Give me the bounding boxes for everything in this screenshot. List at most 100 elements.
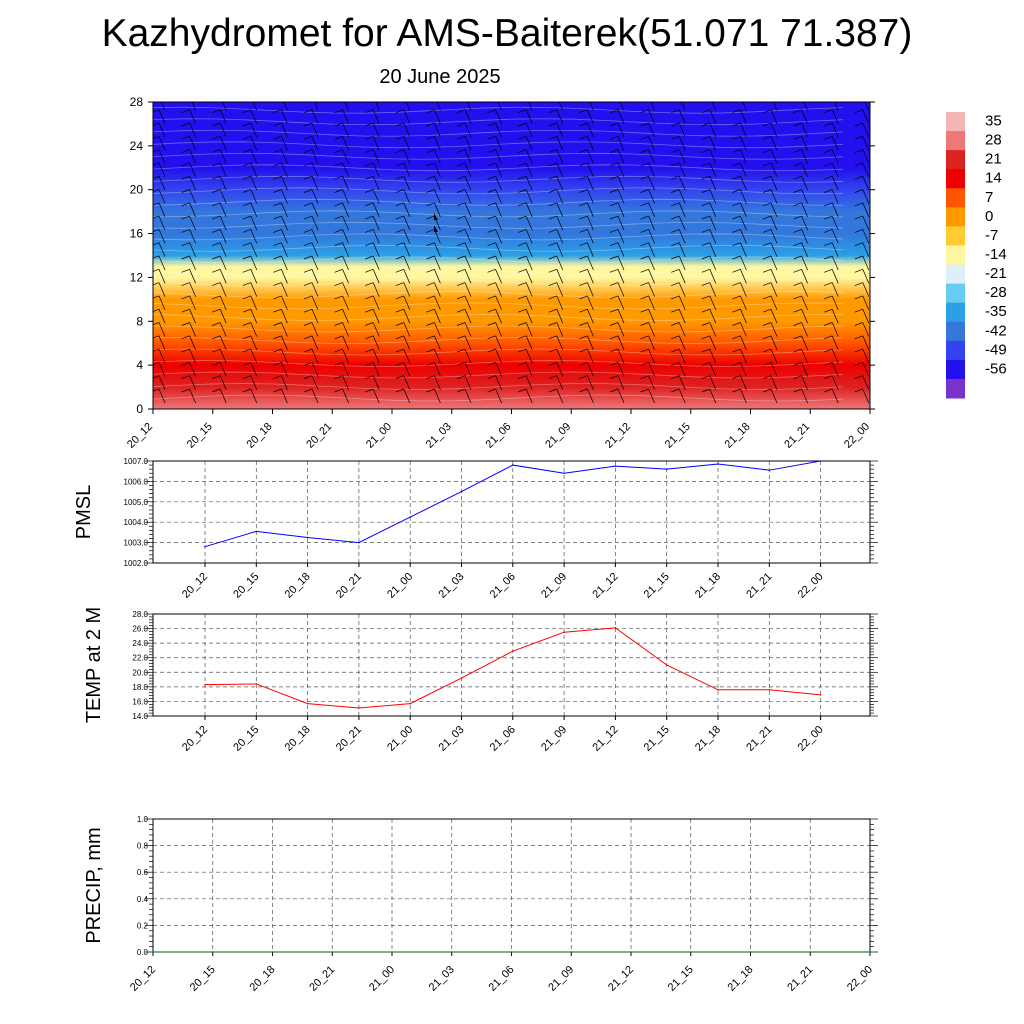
wind-barb (365, 175, 380, 191)
wind-barb (518, 175, 533, 191)
wind-barb (212, 375, 227, 390)
wind-barb (273, 362, 288, 377)
wind-barb (854, 308, 870, 324)
wind-barb (242, 242, 258, 257)
wind-barb (314, 102, 319, 111)
wind-barb (334, 268, 349, 284)
wind-barb (640, 175, 655, 191)
wind-barb (854, 282, 870, 297)
wind-barb (436, 102, 441, 111)
wind-barb (426, 109, 441, 124)
wind-barb (212, 348, 227, 364)
wind-barb (212, 229, 227, 244)
wind-barb (854, 348, 870, 364)
wind-barb (824, 335, 839, 350)
wind-barb (181, 122, 196, 138)
wind-barb (548, 189, 564, 204)
wind-barb (640, 282, 655, 297)
wind-barb (395, 388, 411, 404)
wind-barb (701, 215, 717, 231)
x-tick-label: 21_18 (693, 571, 723, 601)
wind-barb (242, 135, 258, 151)
wind-barb (283, 102, 288, 111)
x-tick-label: 21_09 (546, 964, 576, 994)
data-point (306, 536, 309, 539)
wind-barb (153, 295, 166, 311)
contour-line (153, 233, 844, 241)
wind-barb (181, 189, 196, 204)
wind-barb (334, 242, 349, 257)
data-point (306, 702, 309, 705)
wind-barb (212, 135, 227, 151)
x-tick-label: 21_09 (539, 724, 569, 754)
wind-barb (854, 255, 870, 271)
wind-barb (854, 109, 870, 124)
wind-barb (732, 189, 747, 204)
wind-barb (548, 322, 564, 337)
wind-barb (732, 162, 747, 178)
wind-barb (732, 388, 747, 404)
y-tick-label: 28 (130, 95, 144, 109)
wind-barb (793, 229, 808, 244)
wind-barb (181, 348, 196, 364)
y-tick-label: 1004.0 (124, 518, 149, 527)
wind-barb (487, 109, 502, 124)
data-point (391, 951, 393, 953)
wind-barb (793, 268, 808, 284)
wind-barb (824, 215, 839, 231)
x-tick-label: 21_06 (484, 421, 514, 451)
contour-line (153, 152, 844, 160)
wind-barb (609, 149, 625, 164)
data-point (809, 951, 812, 953)
wind-barb (579, 215, 594, 231)
wind-barb (334, 322, 349, 337)
wind-barb (762, 348, 778, 364)
wind-barb (609, 282, 625, 297)
wind-barb (303, 268, 319, 284)
wind-barb (773, 102, 778, 111)
wind-barb (528, 102, 533, 111)
wind-barb (242, 175, 258, 191)
x-tick-label: 20_21 (334, 724, 364, 754)
wind-barb (487, 189, 502, 204)
wind-barb (395, 215, 411, 231)
wind-barb (153, 149, 166, 164)
wind-barb (518, 189, 533, 204)
data-point (614, 627, 617, 629)
wind-barb (640, 162, 655, 178)
wind-barb (334, 295, 349, 311)
wind-barb (456, 268, 472, 284)
wind-barb (456, 109, 472, 124)
wind-barb (579, 268, 594, 284)
wind-barb (671, 268, 686, 284)
wind-barb (854, 322, 870, 337)
wind-barb (181, 375, 196, 390)
wind-barb (487, 348, 502, 364)
wind-barb (793, 362, 808, 377)
y-tick-label: 0.0 (137, 948, 149, 957)
data-point (717, 688, 719, 691)
wind-barb (518, 282, 533, 297)
contour-line (153, 371, 844, 379)
wind-barb (548, 215, 564, 231)
wind-barb (487, 322, 502, 337)
wind-barb (426, 282, 441, 297)
wind-barb (273, 202, 288, 217)
wind-barb (793, 122, 808, 138)
wind-barb (344, 102, 349, 111)
wind-barb (426, 122, 441, 138)
x-tick-label: 21_00 (364, 421, 394, 451)
wind-barb (579, 149, 594, 164)
wind-barb (732, 348, 747, 364)
wind-barb (711, 102, 717, 111)
wind-barb (640, 388, 655, 404)
colorbar-label: 28 (985, 132, 1002, 149)
wind-barb (579, 175, 594, 191)
contour-line (153, 394, 844, 402)
wind-barb (793, 202, 808, 217)
wind-barb (518, 202, 533, 217)
wind-barb (518, 348, 533, 364)
wind-barb (762, 362, 778, 377)
wind-barb (456, 308, 472, 324)
wind-barb (824, 268, 839, 284)
